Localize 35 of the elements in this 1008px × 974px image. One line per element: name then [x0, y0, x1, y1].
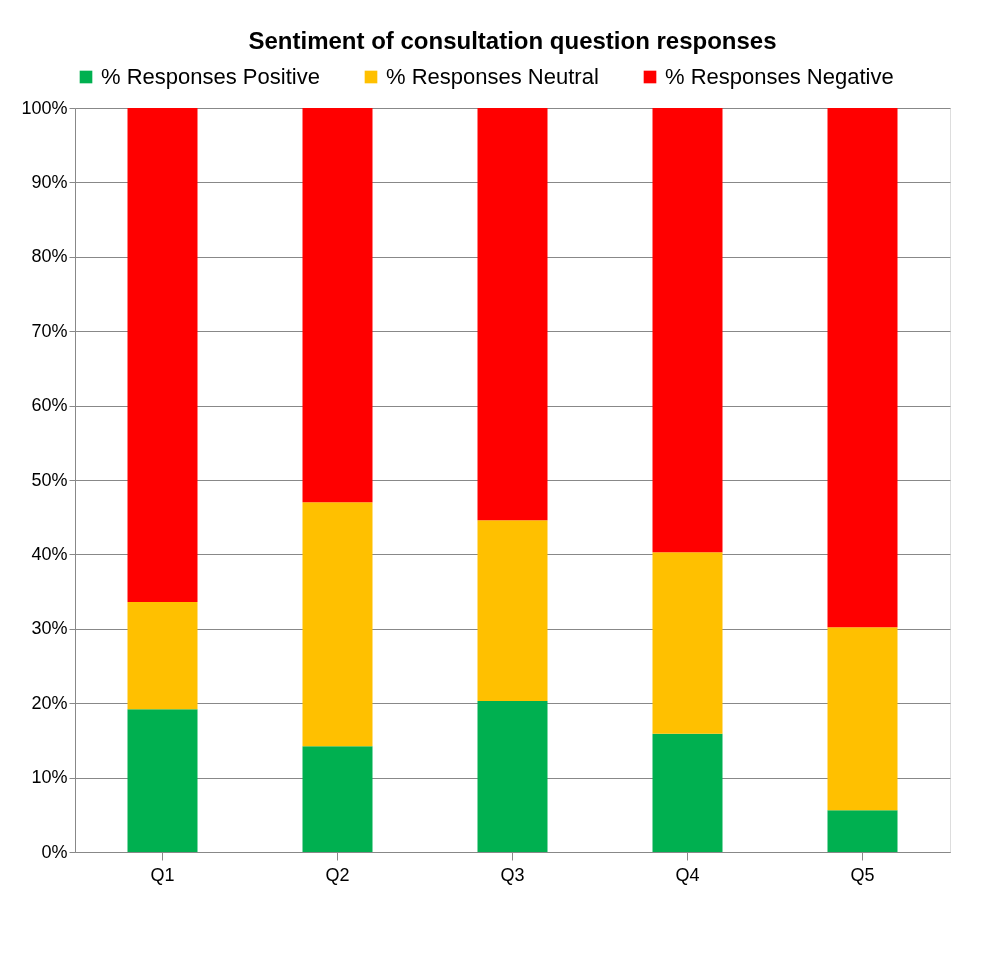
y-tick-label: 70% [31, 320, 68, 341]
bar [477, 700, 548, 852]
x-tick-label: Q3 [500, 864, 525, 885]
bar [827, 810, 898, 852]
legend-label: % Responses Negative [665, 64, 894, 89]
bar [477, 108, 548, 521]
bar [127, 602, 198, 710]
y-tick-label: 100% [21, 97, 68, 118]
x-tick-label: Q4 [675, 864, 700, 885]
y-tick-label: 50% [31, 469, 68, 490]
x-tick-label: Q1 [150, 864, 175, 885]
bar [827, 108, 898, 628]
bar [127, 709, 198, 852]
y-tick-label: 20% [31, 692, 68, 713]
bar [827, 627, 898, 811]
bar [652, 733, 723, 852]
y-tick-label: 60% [31, 395, 68, 416]
chart-title: Sentiment of consultation question responses [248, 27, 777, 54]
x-tick-label: Q2 [325, 864, 350, 885]
y-tick-label: 0% [41, 841, 68, 862]
bar [652, 552, 723, 734]
bar [302, 502, 373, 747]
bar [652, 108, 723, 553]
bar [477, 520, 548, 701]
legend-label: % Responses Neutral [386, 64, 599, 89]
y-tick-label: 30% [31, 618, 68, 639]
y-tick-label: 80% [31, 246, 68, 267]
legend-label: % Responses Positive [101, 64, 320, 89]
x-tick-label: Q5 [850, 864, 875, 885]
bar [302, 746, 373, 852]
y-tick-label: 90% [31, 171, 68, 192]
bar [127, 108, 198, 603]
y-tick-label: 40% [31, 543, 68, 564]
bar [302, 108, 373, 503]
y-tick-label: 10% [31, 767, 68, 788]
